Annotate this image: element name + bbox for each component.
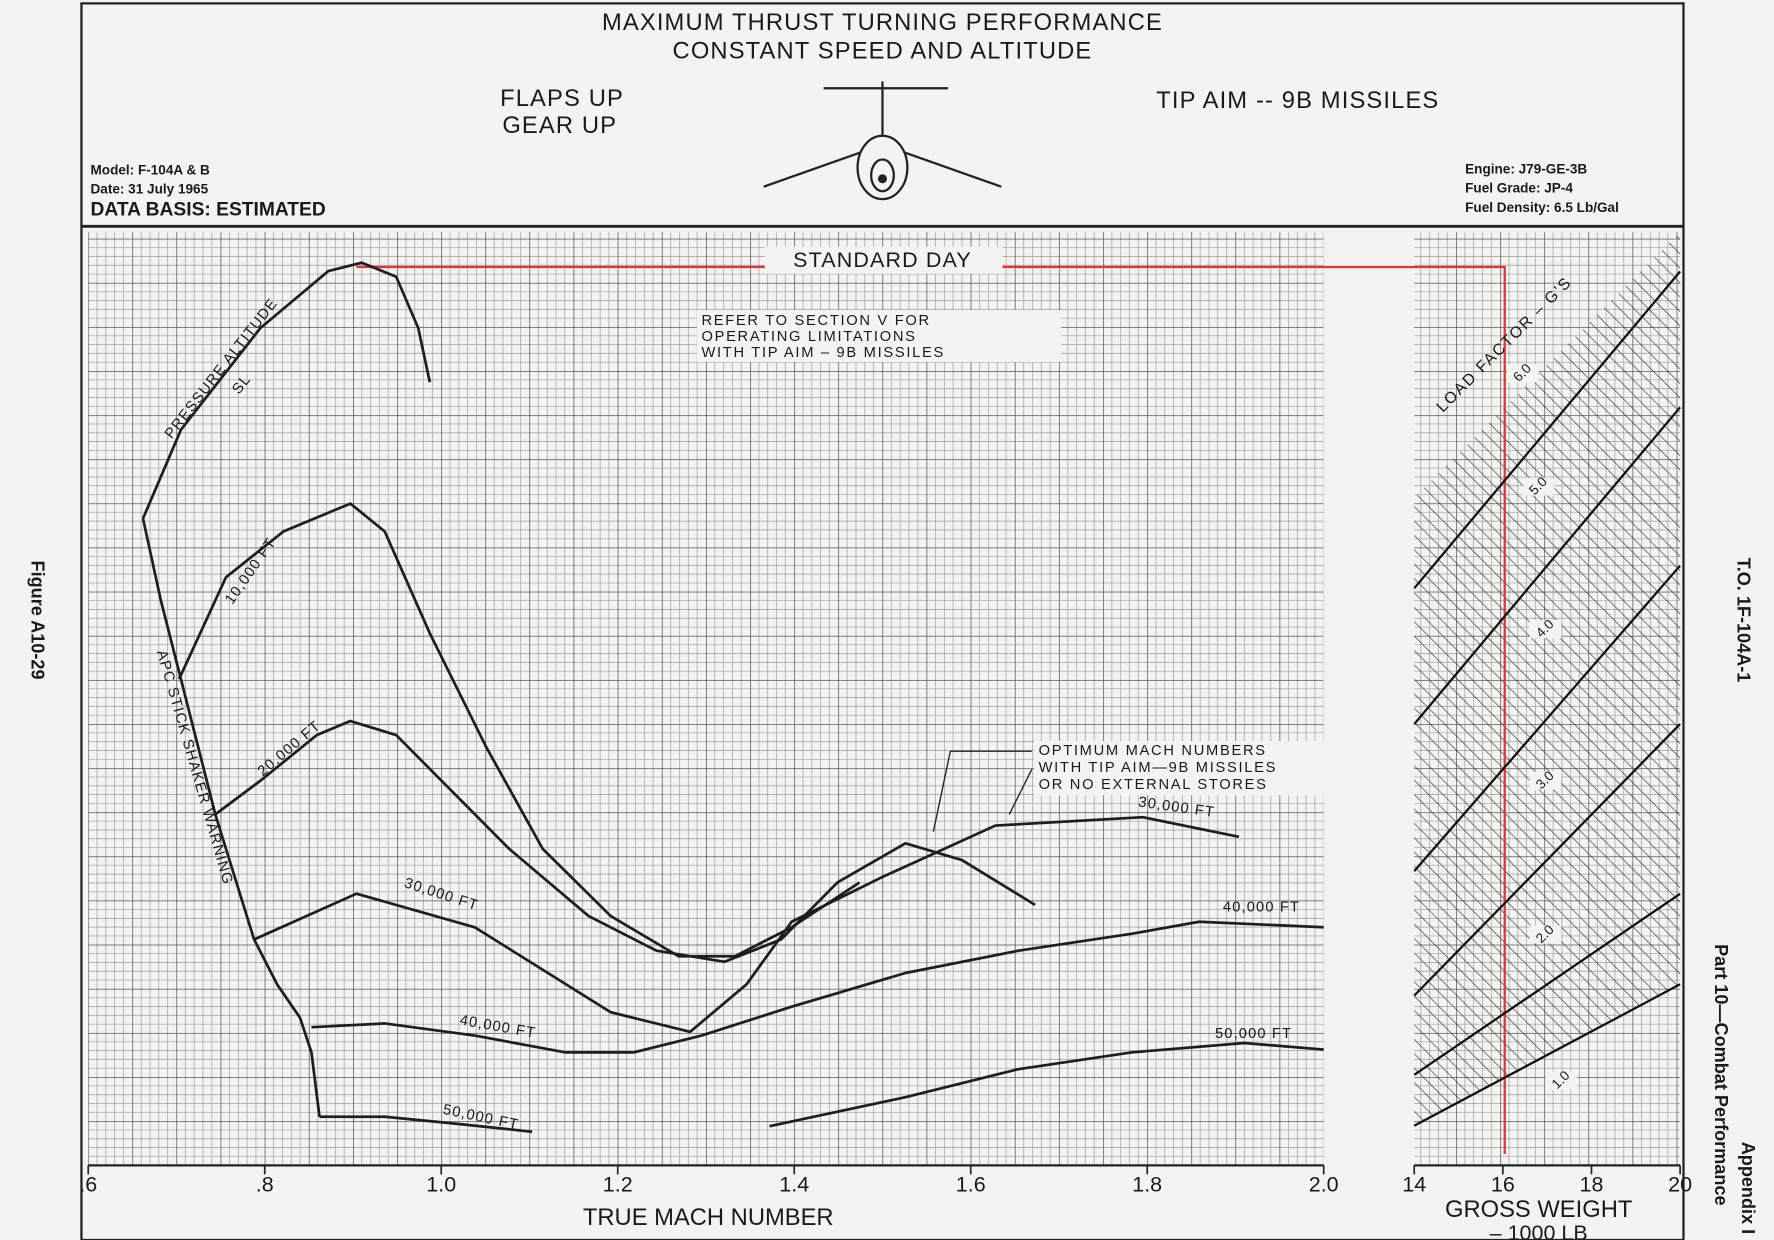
x-tick-label: 1.6 — [956, 1172, 986, 1196]
note-optimum: OR NO EXTERNAL STORES — [1039, 777, 1268, 793]
note-pointer — [932, 750, 1033, 832]
label-background — [764, 246, 1003, 274]
label-background — [1529, 620, 1562, 639]
note-refer: OPERATING LIMITATIONS — [701, 329, 916, 345]
label-background — [1034, 741, 1365, 796]
load-factor-line — [1413, 723, 1681, 997]
series-line — [141, 261, 432, 520]
x2-axis-label: GROSS WEIGHT — [1445, 1196, 1632, 1223]
note-optimum: WITH TIP AIM—9B MISSILES — [1039, 760, 1278, 776]
x2-tick-label: 18 — [1580, 1172, 1604, 1196]
load-factor-line — [1413, 892, 1681, 1076]
chart-subtitle: CONSTANT SPEED AND ALTITUDE — [673, 37, 1093, 64]
x2-tick-label: 20 — [1668, 1172, 1692, 1196]
x-tick-label: 1.4 — [779, 1172, 809, 1196]
date: Date: 31 July 1965 — [91, 182, 209, 197]
model: Model: F-104A & B — [91, 162, 211, 177]
x-tick-label: 1.8 — [1132, 1172, 1162, 1196]
figure-number: Figure A10-29 — [27, 561, 47, 680]
x2-tick-label: 14 — [1402, 1172, 1426, 1196]
load-factor-line — [1413, 270, 1681, 590]
series-line — [253, 815, 1240, 1034]
data-basis: DATA BASIS: ESTIMATED — [91, 200, 326, 221]
load-factor-line — [1413, 406, 1681, 725]
x2-tick-label: 16 — [1491, 1172, 1515, 1196]
x-tick-label: .6 — [79, 1172, 97, 1196]
label-background — [1545, 1071, 1578, 1090]
series-line — [311, 920, 1324, 1054]
series-line — [319, 1041, 1324, 1134]
label-background — [1506, 364, 1539, 383]
note-refer: WITH TIP AIM – 9B MISSILES — [701, 345, 945, 361]
load-factor-line — [1413, 564, 1681, 872]
fuel-density: Fuel Density: 6.5 Lb/Gal — [1465, 200, 1619, 215]
note-refer: REFER TO SECTION V FOR — [701, 313, 930, 329]
example-guide-line — [356, 265, 1506, 1155]
plot-grid — [88, 231, 1324, 1166]
series-line — [214, 719, 1036, 964]
x-tick-label: 1.0 — [426, 1172, 456, 1196]
airplane-icon — [763, 81, 1002, 201]
curve-label: 50,000 FT — [1215, 1026, 1292, 1042]
engine: Engine: J79-GE-3B — [1465, 161, 1587, 176]
load-factor-hatch — [1414, 231, 1681, 1126]
label-background — [1529, 771, 1562, 790]
config-flaps: FLAPS UP — [500, 85, 624, 112]
to-number: T.O. 1F-104A-1 — [1734, 558, 1754, 683]
label-background — [1522, 477, 1555, 496]
appendix: Appendix I — [1738, 1142, 1758, 1234]
curve-label: 40,000 FT — [1223, 899, 1300, 915]
stores: TIP AIM -- 9B MISSILES — [1156, 87, 1439, 114]
x-tick-label: 1.2 — [603, 1172, 633, 1196]
note-optimum: OPTIMUM MACH NUMBERS — [1039, 743, 1267, 759]
part-title: Part 10—Combat Performance — [1711, 944, 1731, 1205]
load-factor-line — [1413, 983, 1681, 1127]
x2-axis-unit: – 1000 LB — [1490, 1221, 1588, 1240]
fuel-grade: Fuel Grade: JP-4 — [1465, 181, 1573, 196]
config-gear: GEAR UP — [502, 112, 617, 139]
label-background — [696, 310, 1062, 363]
chart-title: MAXIMUM THRUST TURNING PERFORMANCE — [602, 9, 1163, 36]
label-background — [1529, 925, 1562, 944]
x-axis-label: TRUE MACH NUMBER — [583, 1204, 834, 1231]
x-tick-label: .8 — [256, 1172, 274, 1196]
x-tick-label: 2.0 — [1309, 1172, 1339, 1196]
annotation-standard-day: STANDARD DAY — [793, 248, 972, 272]
series-line — [141, 518, 321, 1117]
